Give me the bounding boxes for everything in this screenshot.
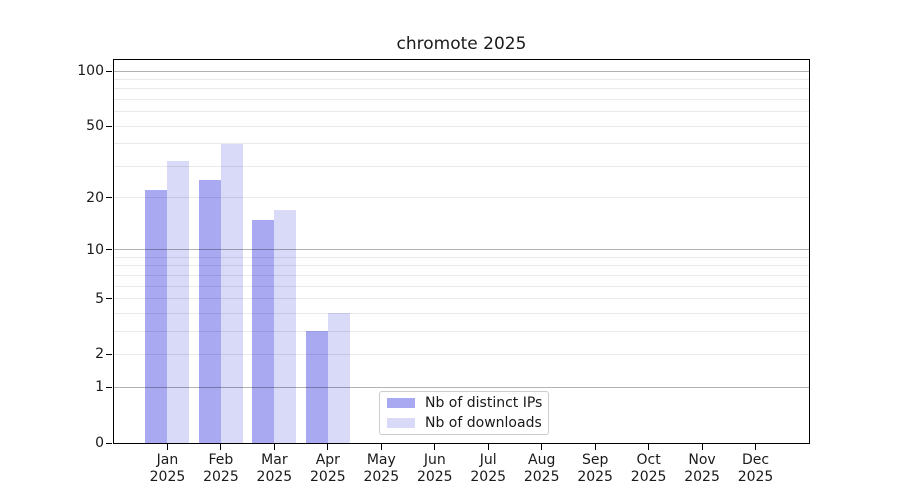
y-tick-mark-10 bbox=[106, 249, 112, 251]
bar-nb-of-distinct-ips-apr-2025 bbox=[305, 331, 328, 443]
gridline-minor-20 bbox=[114, 197, 809, 199]
x-tick-mark-jul bbox=[487, 444, 489, 450]
x-tick-mark-jan bbox=[166, 444, 168, 450]
gridline-minor-5 bbox=[114, 298, 809, 300]
y-tick-label-100: 100 bbox=[77, 63, 104, 80]
gridline-major-10 bbox=[114, 249, 809, 251]
y-tick-mark-0 bbox=[106, 442, 112, 444]
bar-nb-of-distinct-ips-feb-2025 bbox=[198, 180, 221, 443]
legend-label-downloads: Nb of downloads bbox=[425, 415, 542, 431]
y-tick-mark-2 bbox=[106, 353, 112, 355]
gridline-minor-70 bbox=[114, 99, 809, 101]
x-tick-mark-nov bbox=[701, 444, 703, 450]
y-tick-mark-50 bbox=[106, 125, 112, 127]
x-tick-label-jun: Jun 2025 bbox=[416, 452, 453, 485]
x-tick-label-jan: Jan 2025 bbox=[149, 452, 186, 485]
gridline-minor-90 bbox=[114, 79, 809, 81]
x-tick-mark-feb bbox=[220, 444, 222, 450]
x-tick-label-jul: Jul 2025 bbox=[470, 452, 507, 485]
x-tick-mark-sep bbox=[594, 444, 596, 450]
x-tick-label-dec: Dec 2025 bbox=[737, 452, 774, 485]
y-tick-mark-5 bbox=[106, 298, 112, 300]
gridline-major-100 bbox=[114, 70, 809, 72]
x-tick-label-oct: Oct 2025 bbox=[630, 452, 667, 485]
gridline-minor-4 bbox=[114, 312, 809, 314]
legend: Nb of distinct IPs Nb of downloads bbox=[379, 391, 549, 435]
gridline-minor-2 bbox=[114, 353, 809, 355]
y-tick-label-50: 50 bbox=[86, 118, 104, 135]
legend-swatch-distinct-ips bbox=[387, 398, 415, 408]
y-tick-label-10: 10 bbox=[86, 241, 104, 258]
gridline-minor-30 bbox=[114, 165, 809, 167]
gridline-minor-3 bbox=[114, 330, 809, 332]
y-tick-label-5: 5 bbox=[95, 290, 104, 307]
gridline-minor-7 bbox=[114, 274, 809, 276]
legend-item-distinct-ips: Nb of distinct IPs bbox=[387, 395, 543, 411]
x-tick-label-mar: Mar 2025 bbox=[256, 452, 293, 485]
x-tick-mark-oct bbox=[648, 444, 650, 450]
bar-nb-of-downloads-apr-2025 bbox=[327, 313, 350, 443]
y-tick-mark-100 bbox=[106, 70, 112, 72]
x-tick-label-nov: Nov 2025 bbox=[684, 452, 720, 485]
x-tick-mark-aug bbox=[541, 444, 543, 450]
x-tick-label-feb: Feb 2025 bbox=[203, 452, 239, 485]
legend-item-downloads: Nb of downloads bbox=[387, 415, 542, 431]
gridline-minor-9 bbox=[114, 256, 809, 258]
plot-area: Nb of distinct IPs Nb of downloads bbox=[113, 59, 810, 444]
gridline-major-1 bbox=[114, 386, 809, 388]
x-tick-label-sep: Sep 2025 bbox=[577, 452, 613, 485]
chart-title: chromote 2025 bbox=[396, 34, 527, 54]
gridline-minor-60 bbox=[114, 111, 809, 113]
x-tick-mark-mar bbox=[273, 444, 275, 450]
x-tick-mark-apr bbox=[327, 444, 329, 450]
legend-swatch-downloads bbox=[387, 418, 415, 428]
y-tick-mark-1 bbox=[106, 386, 112, 388]
x-tick-mark-dec bbox=[755, 444, 757, 450]
y-tick-label-1: 1 bbox=[95, 379, 104, 396]
legend-label-distinct-ips: Nb of distinct IPs bbox=[425, 395, 543, 411]
x-tick-label-may: May 2025 bbox=[363, 452, 400, 485]
gridline-minor-40 bbox=[114, 143, 809, 145]
gridline-minor-80 bbox=[114, 88, 809, 90]
bar-nb-of-distinct-ips-jan-2025 bbox=[145, 190, 168, 443]
x-tick-mark-jun bbox=[434, 444, 436, 450]
bar-nb-of-distinct-ips-mar-2025 bbox=[252, 219, 275, 443]
gridline-minor-8 bbox=[114, 265, 809, 267]
x-tick-mark-may bbox=[380, 444, 382, 450]
x-tick-label-aug: Aug 2025 bbox=[523, 452, 560, 485]
bar-nb-of-downloads-feb-2025 bbox=[220, 143, 243, 443]
x-tick-label-apr: Apr 2025 bbox=[310, 452, 346, 485]
bar-nb-of-downloads-jan-2025 bbox=[167, 161, 190, 443]
y-tick-label-0: 0 bbox=[95, 435, 104, 451]
gridline-minor-50 bbox=[114, 125, 809, 127]
gridline-minor-6 bbox=[114, 285, 809, 287]
y-tick-label-20: 20 bbox=[86, 189, 104, 206]
bar-nb-of-downloads-mar-2025 bbox=[274, 210, 297, 443]
y-tick-mark-20 bbox=[106, 197, 112, 199]
y-tick-label-2: 2 bbox=[95, 346, 104, 363]
